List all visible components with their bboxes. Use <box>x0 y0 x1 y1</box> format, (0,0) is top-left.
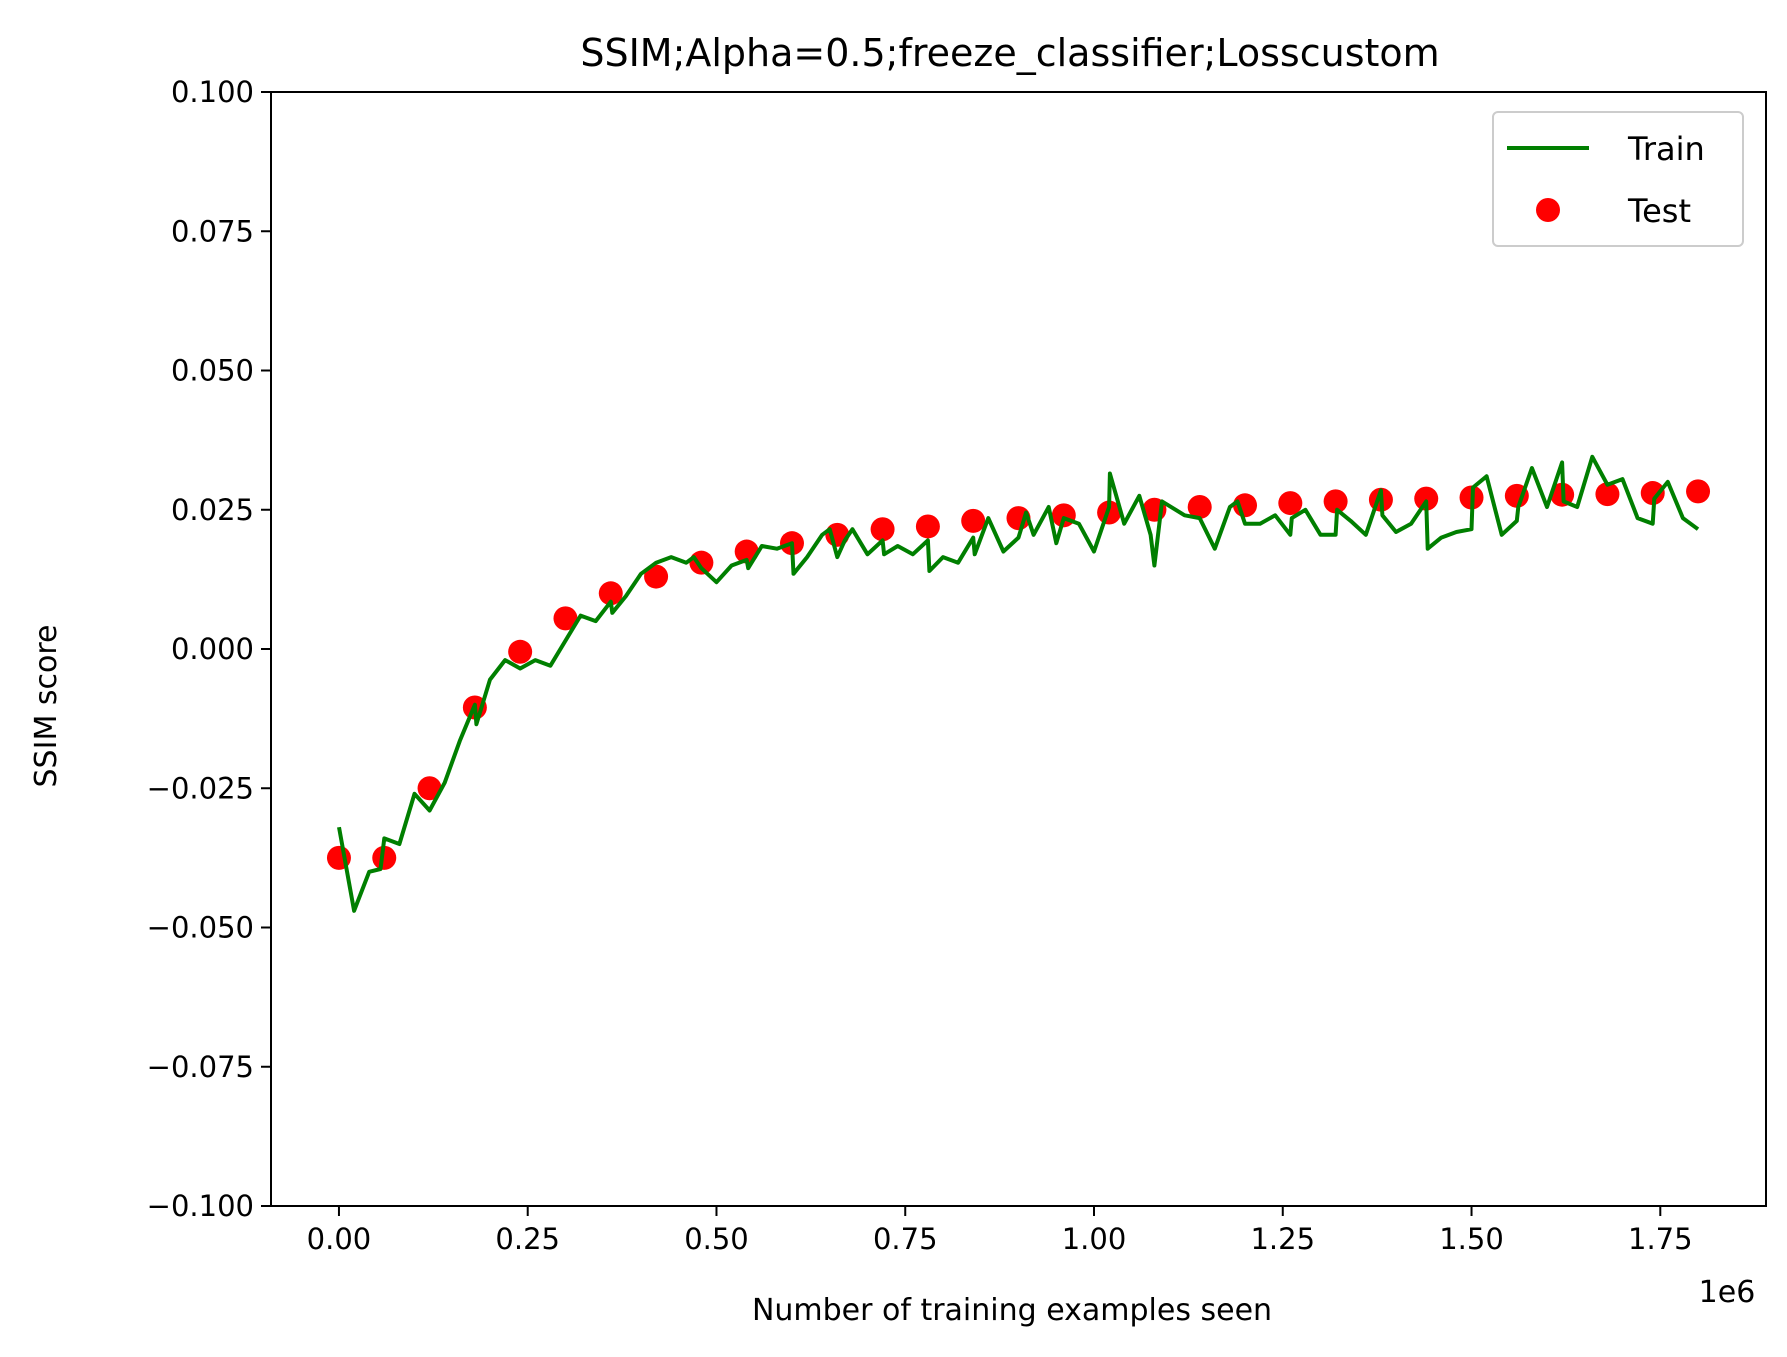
test-point <box>1595 482 1620 507</box>
plot-area <box>326 454 1711 913</box>
y-axis: −0.100 −0.075 −0.050 −0.025 0.000 0.025 0.050 0… <box>147 75 271 1223</box>
y-tick-label: −0.025 <box>147 771 254 805</box>
x-axis-label: Number of training examples seen <box>752 1293 1272 1328</box>
x-tick-label: 0.75 <box>873 1222 938 1256</box>
x-tick-label: 1.00 <box>1062 1222 1127 1256</box>
x-tick-label: 0.50 <box>684 1222 749 1256</box>
train-line <box>337 454 1700 913</box>
y-tick-label: −0.075 <box>147 1050 254 1084</box>
y-tick-label: 0.025 <box>171 493 254 527</box>
test-point <box>1187 494 1212 519</box>
x-tick-label: 1.75 <box>1628 1222 1693 1256</box>
legend: Train Test <box>1492 111 1744 247</box>
test-point <box>1233 493 1258 518</box>
x-tick-label: 0.25 <box>495 1222 560 1256</box>
y-tick-label: 0.050 <box>171 354 254 388</box>
test-point <box>689 550 714 575</box>
x-axis-offset-label: 1e6 <box>1699 1275 1756 1310</box>
test-point <box>372 845 397 870</box>
x-axis: 0.00 0.25 0.50 0.75 1.00 1.25 1.50 1.75 <box>307 1206 1693 1256</box>
test-point <box>508 639 533 664</box>
test-point <box>1278 491 1303 516</box>
legend-test-swatch <box>1536 198 1560 222</box>
test-point <box>598 581 623 606</box>
y-tick-label: −0.100 <box>147 1189 254 1223</box>
chart-title: SSIM;Alpha=0.5;freeze_classifier;Losscus… <box>580 31 1439 75</box>
legend-frame <box>1492 111 1744 247</box>
test-point <box>553 606 578 631</box>
y-tick-label: −0.050 <box>147 911 254 945</box>
x-tick-label: 1.50 <box>1439 1222 1504 1256</box>
test-point <box>1640 481 1665 506</box>
legend-test-label: Test <box>1627 192 1691 230</box>
test-point <box>1414 486 1439 511</box>
x-tick-label: 0.00 <box>307 1222 372 1256</box>
y-tick-label: 0.100 <box>171 75 254 109</box>
test-point <box>870 517 895 542</box>
plot-frame <box>270 91 1767 1207</box>
y-tick-label: 0.075 <box>171 214 254 248</box>
test-point <box>961 508 986 533</box>
test-point <box>1323 489 1348 514</box>
test-point <box>417 776 442 801</box>
y-axis-label: SSIM score <box>29 625 64 788</box>
x-tick-label: 1.25 <box>1250 1222 1315 1256</box>
y-tick-label: 0.000 <box>171 632 254 666</box>
test-point <box>915 514 940 539</box>
test-point <box>1686 479 1711 504</box>
test-point <box>644 564 669 589</box>
legend-train-label: Train <box>1627 130 1705 168</box>
